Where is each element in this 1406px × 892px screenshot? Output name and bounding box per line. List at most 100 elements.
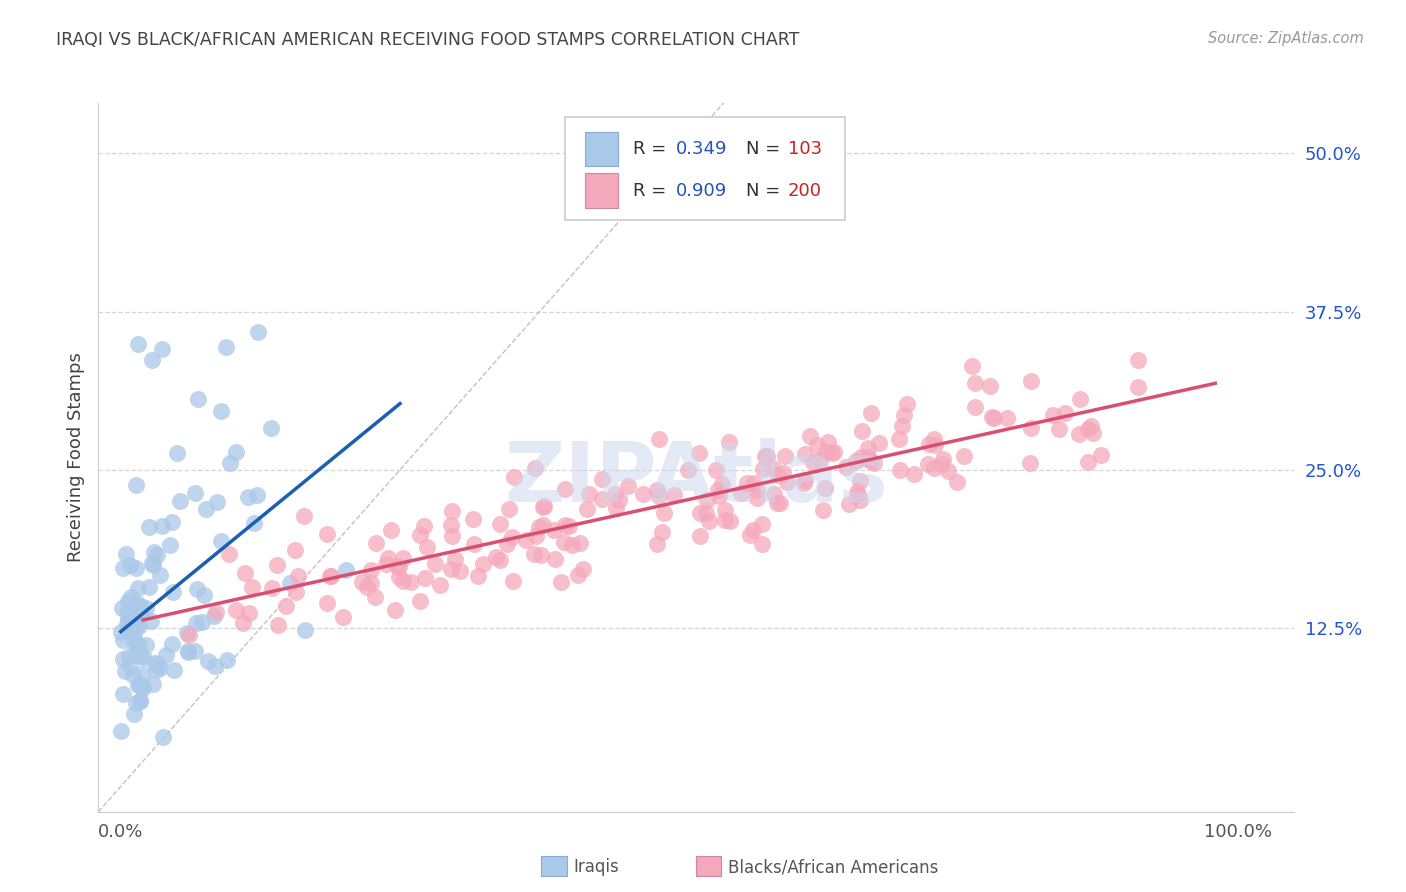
Point (138, 520, 160, 534)
Point (160, 637, 183, 651)
Point (863, 457, 886, 471)
Point (364, 535, 387, 549)
Point (179, 628, 201, 642)
Point (793, 476, 815, 491)
Point (851, 424, 873, 438)
Point (267, 617, 290, 632)
Point (488, 553, 510, 567)
Point (127, 337, 149, 351)
Point (143, 656, 166, 670)
Point (889, 463, 911, 477)
Point (225, 444, 247, 458)
Text: 0.909: 0.909 (676, 181, 727, 200)
Point (773, 449, 796, 463)
Point (233, 566, 256, 581)
Point (814, 481, 837, 495)
Point (409, 528, 432, 542)
Point (127, 582, 149, 596)
Point (319, 569, 342, 583)
Text: N =: N = (747, 140, 786, 159)
Point (150, 519, 173, 533)
Point (617, 479, 640, 493)
Point (142, 676, 165, 690)
Point (648, 489, 671, 503)
Point (246, 326, 269, 340)
Point (742, 475, 765, 490)
Point (918, 437, 941, 451)
Point (808, 452, 831, 467)
Point (979, 379, 1001, 393)
Point (463, 512, 485, 526)
Point (184, 616, 207, 631)
Point (467, 569, 489, 583)
Point (440, 562, 463, 576)
Point (141, 556, 163, 570)
Point (132, 681, 155, 695)
Point (858, 450, 880, 465)
Point (591, 472, 613, 486)
Point (550, 575, 572, 590)
Point (135, 638, 157, 652)
Point (568, 535, 591, 549)
Point (238, 606, 260, 620)
Point (440, 518, 463, 533)
Point (209, 404, 232, 418)
Point (567, 567, 589, 582)
Point (202, 609, 225, 624)
Point (380, 523, 402, 537)
Point (128, 599, 150, 614)
Point (145, 663, 167, 677)
Point (352, 574, 374, 589)
Point (148, 568, 170, 582)
Point (695, 506, 717, 520)
Point (155, 648, 177, 662)
Point (1042, 408, 1064, 422)
Point (793, 447, 815, 461)
Point (688, 446, 710, 460)
Point (408, 594, 430, 608)
Point (503, 470, 526, 484)
Point (111, 561, 134, 575)
Point (127, 609, 149, 624)
Point (141, 558, 163, 572)
Point (1021, 421, 1043, 435)
Point (197, 654, 219, 668)
Point (177, 643, 200, 657)
Point (1077, 454, 1099, 468)
Point (191, 615, 214, 630)
Point (963, 401, 986, 415)
Point (741, 523, 763, 537)
Point (1067, 426, 1090, 441)
Point (718, 515, 741, 529)
Point (605, 501, 627, 516)
Point (217, 653, 239, 667)
Point (120, 627, 142, 641)
Point (240, 580, 263, 594)
Point (162, 585, 184, 599)
Point (769, 496, 792, 510)
Point (489, 516, 512, 531)
Point (135, 600, 157, 615)
Point (893, 408, 915, 422)
Point (817, 435, 839, 450)
Point (128, 619, 150, 633)
Point (129, 694, 152, 708)
Point (284, 585, 307, 599)
Point (689, 529, 711, 543)
Point (707, 489, 730, 503)
Point (524, 528, 547, 542)
Point (129, 693, 152, 707)
Point (162, 515, 184, 529)
Point (266, 558, 288, 573)
Point (384, 602, 406, 616)
Point (429, 578, 451, 592)
Point (821, 445, 844, 459)
Point (945, 475, 967, 489)
Point (169, 493, 191, 508)
Point (751, 537, 773, 551)
Point (887, 432, 910, 446)
Point (995, 411, 1018, 425)
Point (127, 597, 149, 611)
Point (554, 518, 576, 533)
Point (131, 648, 153, 663)
